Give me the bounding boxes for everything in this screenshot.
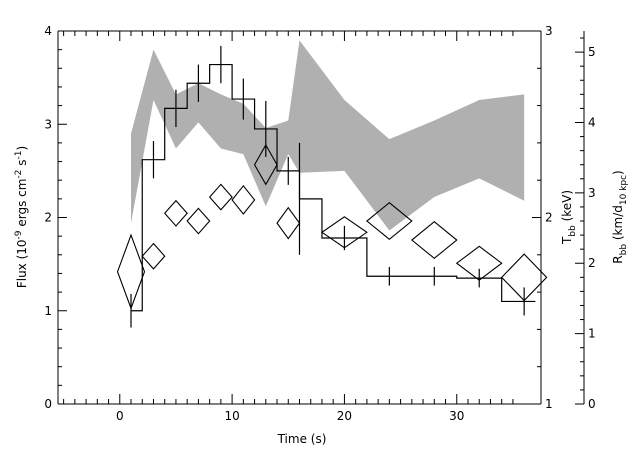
flux-axis-title: Flux (10-9 ergs cm-2 s-1) (14, 146, 29, 288)
data-layer (116, 45, 548, 328)
radius-diamond-marker (500, 253, 548, 302)
radius-tick-label: 2 (588, 256, 596, 270)
flux-tick-label: 0 (44, 397, 52, 411)
temperature-axis-title: Tbb (keV) (560, 190, 578, 245)
radius-diamond-marker (163, 199, 188, 227)
radius-tick-label: 3 (588, 186, 596, 200)
temperature-band-layer (131, 40, 525, 231)
radius-diamond-marker (116, 233, 146, 310)
radius-diamond-marker (276, 206, 301, 240)
radius-axis-title: Rbb (km/d10 kpc) (611, 170, 629, 263)
x-tick-label: 30 (449, 409, 464, 423)
x-tick-label: 20 (337, 409, 352, 423)
flux-tick-label: 4 (44, 24, 52, 38)
temperature-tick-label: 2 (545, 211, 553, 225)
temperature-tick-label: 1 (545, 397, 553, 411)
radius-diamond-marker (186, 207, 211, 235)
radius-tick-label: 1 (588, 327, 596, 341)
radius-tick-label: 4 (588, 115, 596, 129)
radius-diamond-marker (320, 216, 368, 249)
radius-diamond-marker (366, 202, 413, 241)
x-tick-label: 0 (116, 409, 124, 423)
temperature-band (131, 40, 525, 231)
radius-tick-label: 0 (588, 397, 596, 411)
flux-step-line (131, 63, 536, 312)
x-tick-label: 10 (224, 409, 239, 423)
radius-diamond-marker (231, 184, 256, 215)
radius-diamond-marker (141, 242, 166, 270)
radius-diamond-marker (253, 143, 278, 186)
radius-tick-label: 5 (588, 45, 596, 59)
flux-tick-label: 3 (44, 117, 52, 131)
flux-tick-label: 2 (44, 211, 52, 225)
radius-diamond-marker (208, 183, 233, 211)
radius-diamond-marker (455, 245, 503, 281)
x-axis-title: Time (s) (277, 432, 327, 446)
flux-tick-label: 1 (44, 304, 52, 318)
temperature-tick-label: 3 (545, 24, 553, 38)
radius-diamond-marker (410, 221, 458, 260)
